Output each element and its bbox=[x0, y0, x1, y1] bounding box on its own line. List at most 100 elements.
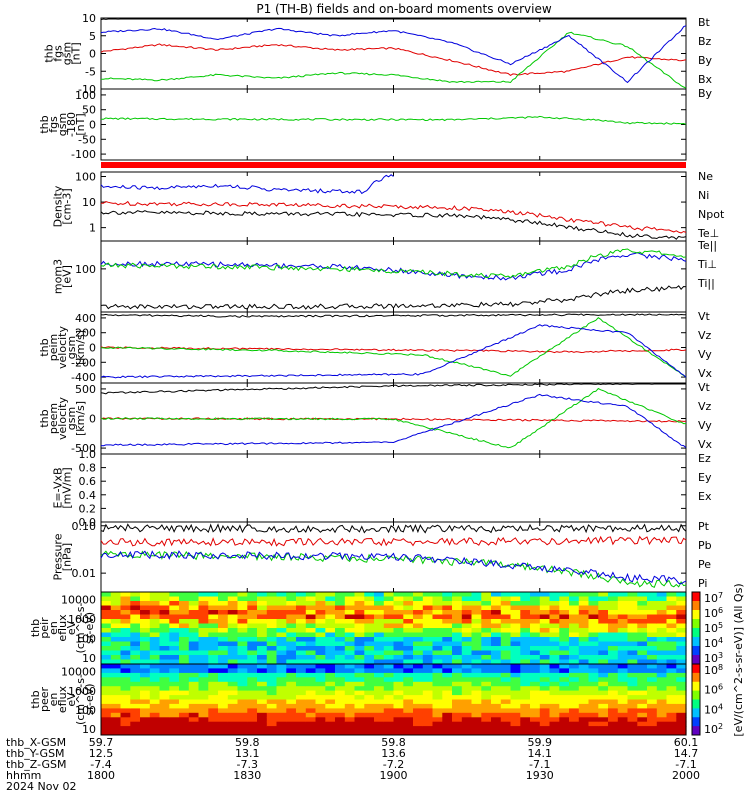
spectrogram-cell bbox=[169, 655, 180, 660]
spectrogram-cell bbox=[237, 632, 248, 638]
spectrogram-cell bbox=[471, 641, 482, 647]
spectrogram-cell bbox=[247, 592, 258, 597]
spectrogram-cell bbox=[530, 623, 541, 629]
spectrogram-cell bbox=[500, 646, 512, 651]
spectrogram-cell bbox=[169, 699, 180, 705]
spectrogram-cell bbox=[413, 668, 424, 674]
spectrogram-cell bbox=[120, 655, 131, 660]
spectrogram-cell bbox=[149, 592, 161, 597]
spectrogram-cell bbox=[393, 695, 404, 700]
series-ne-line bbox=[101, 200, 687, 234]
spectrogram-cell bbox=[364, 712, 375, 718]
x-axis-row-label: thb_Y-GSM bbox=[6, 747, 65, 760]
spectrogram-cell bbox=[188, 655, 200, 660]
spectrogram-cell bbox=[569, 664, 580, 669]
spectrogram-cell bbox=[656, 708, 668, 714]
spectrogram-cell bbox=[666, 592, 677, 597]
spectrogram-cell bbox=[266, 712, 278, 718]
spectrogram-cell bbox=[530, 614, 541, 620]
spectrogram-cell bbox=[305, 730, 317, 736]
spectrogram-cell bbox=[140, 605, 151, 611]
spectrogram-cell bbox=[403, 717, 414, 723]
spectrogram-cell bbox=[598, 646, 609, 651]
spectrogram-cell bbox=[588, 659, 599, 665]
spectrogram-cell bbox=[676, 708, 687, 714]
spectrogram-cell bbox=[452, 690, 463, 696]
y-axis-label-line: [mV/m] bbox=[61, 467, 74, 508]
spectrogram-cell bbox=[442, 703, 453, 709]
spectrogram-cell bbox=[315, 695, 326, 700]
spectrogram-cell bbox=[666, 681, 677, 687]
spectrogram-cell bbox=[666, 717, 677, 723]
spectrogram-cell bbox=[305, 712, 317, 718]
spectrogram-cell bbox=[422, 690, 434, 696]
spectrogram-cell bbox=[491, 637, 502, 642]
spectrogram-cell bbox=[539, 677, 551, 683]
spectrogram-cell bbox=[422, 708, 434, 714]
spectrogram-cell bbox=[666, 712, 677, 718]
spectrogram-cell bbox=[520, 668, 531, 674]
y-axis-label-line: peer bbox=[38, 687, 51, 713]
spectrogram-cell bbox=[569, 619, 580, 624]
spectrogram-cell bbox=[666, 646, 677, 651]
spectrogram-cell bbox=[110, 712, 122, 718]
spectrogram-cell bbox=[218, 637, 229, 642]
y-tick-label: 10 bbox=[82, 652, 96, 665]
spectrogram-cell bbox=[149, 695, 161, 700]
spectrogram-cell bbox=[374, 726, 385, 731]
spectrogram-cell bbox=[140, 637, 151, 642]
spectrogram-cell bbox=[296, 592, 307, 597]
spectrogram-cell bbox=[471, 717, 482, 723]
spectrogram-cell bbox=[588, 596, 599, 602]
y-axis-label-line: -180 bbox=[65, 112, 78, 137]
spectrogram-cell bbox=[247, 601, 258, 606]
y-axis-label-line: sr-eV) bbox=[83, 683, 96, 715]
spectrogram-cell bbox=[237, 659, 248, 665]
spectrogram-cell bbox=[549, 628, 560, 633]
spectrogram-cell bbox=[237, 708, 248, 714]
spectrogram-cell bbox=[549, 695, 560, 700]
spectrogram-cell bbox=[559, 695, 570, 700]
spectrogram-cell bbox=[110, 664, 122, 669]
spectrogram-cell bbox=[266, 708, 278, 714]
spectrogram-cell bbox=[510, 664, 521, 669]
spectrogram-cell bbox=[179, 637, 190, 642]
spectrogram-cell bbox=[140, 708, 151, 714]
spectrogram-cell bbox=[305, 708, 317, 714]
spectrogram-cell bbox=[120, 619, 131, 624]
spectrogram-cell bbox=[491, 605, 502, 611]
spectrogram-cell bbox=[276, 730, 287, 736]
spectrogram-cell bbox=[188, 686, 200, 692]
spectrogram-cell bbox=[666, 664, 677, 669]
spectrogram-cell bbox=[481, 677, 492, 683]
spectrogram-cell bbox=[325, 703, 336, 709]
y-tick-label: 400 bbox=[75, 312, 96, 325]
spectrogram-cell bbox=[305, 717, 317, 723]
spectrogram-cell bbox=[627, 672, 638, 678]
spectrogram-cell bbox=[588, 650, 599, 656]
y-tick-label: 0 bbox=[89, 119, 96, 132]
spectrogram-cell bbox=[374, 686, 385, 692]
spectrogram-cell bbox=[520, 601, 531, 606]
spectrogram-cell bbox=[188, 721, 200, 727]
spectrogram-cell bbox=[666, 637, 677, 642]
spectrogram-cell bbox=[276, 726, 287, 731]
spectrogram-cell bbox=[481, 695, 492, 700]
spectrogram-cell bbox=[627, 686, 638, 692]
spectrogram-cell bbox=[422, 677, 434, 683]
spectrogram-cell bbox=[383, 672, 395, 678]
spectrogram-cell bbox=[159, 659, 170, 665]
spectrogram-cell bbox=[530, 596, 541, 602]
spectrogram-cell bbox=[530, 721, 541, 727]
spectrogram-cell bbox=[179, 712, 190, 718]
spectrogram-cell bbox=[364, 632, 375, 638]
spectrogram-cell bbox=[403, 614, 414, 620]
spectrogram-cell bbox=[383, 655, 395, 660]
spectrogram-cell bbox=[539, 721, 551, 727]
spectrogram-cell bbox=[257, 628, 268, 633]
spectrogram-cell bbox=[315, 721, 326, 727]
spectrogram-cell bbox=[647, 703, 658, 709]
spectrogram-cell bbox=[578, 712, 590, 718]
spectrogram-cell bbox=[481, 596, 492, 602]
spectrogram-cell bbox=[491, 619, 502, 624]
